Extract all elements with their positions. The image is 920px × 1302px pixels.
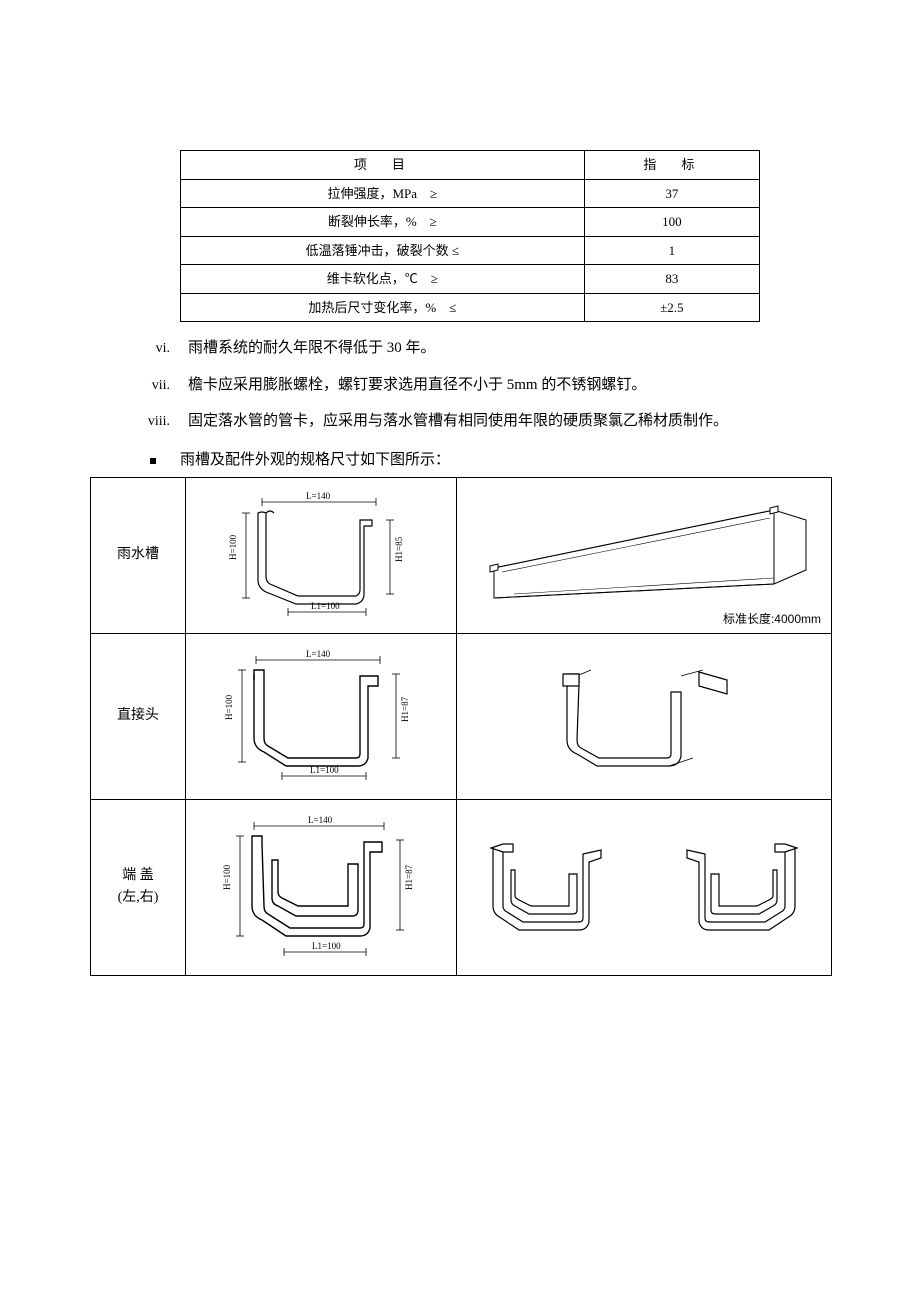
length-note: 标准长度:4000mm xyxy=(723,610,821,627)
list-item-vii: vii. 檐卡应采用膨胀螺栓，螺钉要求选用直径不小于 5mm 的不锈钢螺钉。 xyxy=(90,371,830,400)
list-item-vi: vi. 雨槽系统的耐久年限不得低于 30 年。 xyxy=(90,334,830,363)
list-marker: vi. xyxy=(100,336,188,363)
diagram-drawing: L=140 L1=100 H=100 xyxy=(186,477,457,633)
table-row: 加热后尺寸变化率，% ≤ ±2.5 xyxy=(181,293,760,322)
table-row: 维卡软化点，℃ ≥ 83 xyxy=(181,265,760,294)
dim-l1: L1=100 xyxy=(311,601,340,611)
diagram-name-line1: 端 盖 xyxy=(122,868,154,883)
connector-perspective-icon xyxy=(549,654,739,774)
spec-table: 项 目 指 标 拉伸强度，MPa ≥ 37 断裂伸长率，% ≥ 100 低温落锤… xyxy=(180,150,760,322)
diagram-drawing: L=140 L1=100 H=100 xyxy=(186,633,457,799)
dim-h: H=100 xyxy=(222,864,232,890)
dim-l1: L1=100 xyxy=(310,765,339,775)
diagram-name: 雨水槽 xyxy=(91,477,186,633)
gutter-section-icon: L=140 L1=100 H=100 xyxy=(206,488,436,618)
diagram-name: 端 盖 (左,右) xyxy=(91,799,186,975)
connector-section-icon: L=140 L1=100 H=100 xyxy=(206,644,436,784)
dim-l1: L1=100 xyxy=(312,941,341,951)
list-text: 雨槽系统的耐久年限不得低于 30 年。 xyxy=(188,334,830,363)
diagram-table: 雨水槽 L=140 xyxy=(90,477,832,976)
dim-h1: H1=87 xyxy=(404,864,414,890)
diagram-name-line2: (左,右) xyxy=(118,890,159,905)
dim-l: L=140 xyxy=(308,815,333,825)
spec-value: ±2.5 xyxy=(584,293,759,322)
endcap-left-icon xyxy=(477,830,637,940)
bullet-text: 雨槽及配件外观的规格尺寸如下图所示： xyxy=(180,448,830,469)
spec-label: 断裂伸长率，% ≥ xyxy=(181,208,585,237)
diagram-perspective xyxy=(457,633,832,799)
list-marker: vii. xyxy=(100,373,188,400)
spec-value: 100 xyxy=(584,208,759,237)
table-row: 低温落锤冲击，破裂个数 ≤ 1 xyxy=(181,236,760,265)
dim-l: L=140 xyxy=(306,649,331,659)
spec-value: 1 xyxy=(584,236,759,265)
list-marker: viii. xyxy=(100,409,188,436)
spec-value: 37 xyxy=(584,179,759,208)
diagram-name: 直接头 xyxy=(91,633,186,799)
spec-label: 维卡软化点，℃ ≥ xyxy=(181,265,585,294)
list-item-viii: viii. 固定落水管的管卡，应采用与落水管槽有相同使用年限的硬质聚氯乙稀材质制… xyxy=(90,407,830,436)
dim-h1: H1=87 xyxy=(400,696,410,722)
list-text: 固定落水管的管卡，应采用与落水管槽有相同使用年限的硬质聚氯乙稀材质制作。 xyxy=(188,407,830,436)
spec-header-item: 项 目 xyxy=(181,151,585,180)
endcap-right-icon xyxy=(651,830,811,940)
table-row: 拉伸强度，MPa ≥ 37 xyxy=(181,179,760,208)
diagram-row: 端 盖 (左,右) L=1 xyxy=(91,799,832,975)
diagram-perspective xyxy=(457,799,832,975)
spec-label: 拉伸强度，MPa ≥ xyxy=(181,179,585,208)
spec-value: 83 xyxy=(584,265,759,294)
dim-h: H=100 xyxy=(224,694,234,720)
diagram-drawing: L=140 L1=100 H=100 xyxy=(186,799,457,975)
diagram-perspective: 标准长度:4000mm xyxy=(457,477,832,633)
diagram-row: 雨水槽 L=140 xyxy=(91,477,832,633)
spec-label: 低温落锤冲击，破裂个数 ≤ xyxy=(181,236,585,265)
gutter-perspective-icon xyxy=(474,498,814,608)
table-row: 断裂伸长率，% ≥ 100 xyxy=(181,208,760,237)
bullet-item: 雨槽及配件外观的规格尺寸如下图所示： xyxy=(150,448,830,469)
dim-h1: H1=85 xyxy=(394,536,404,562)
list-text: 檐卡应采用膨胀螺栓，螺钉要求选用直径不小于 5mm 的不锈钢螺钉。 xyxy=(188,371,830,400)
spec-header-value: 指 标 xyxy=(584,151,759,180)
endcap-section-icon: L=140 L1=100 H=100 xyxy=(206,810,436,960)
dim-l: L=140 xyxy=(306,491,331,501)
square-bullet-icon xyxy=(150,458,156,464)
spec-label: 加热后尺寸变化率，% ≤ xyxy=(181,293,585,322)
diagram-row: 直接头 L=140 xyxy=(91,633,832,799)
dim-h: H=100 xyxy=(228,534,238,560)
